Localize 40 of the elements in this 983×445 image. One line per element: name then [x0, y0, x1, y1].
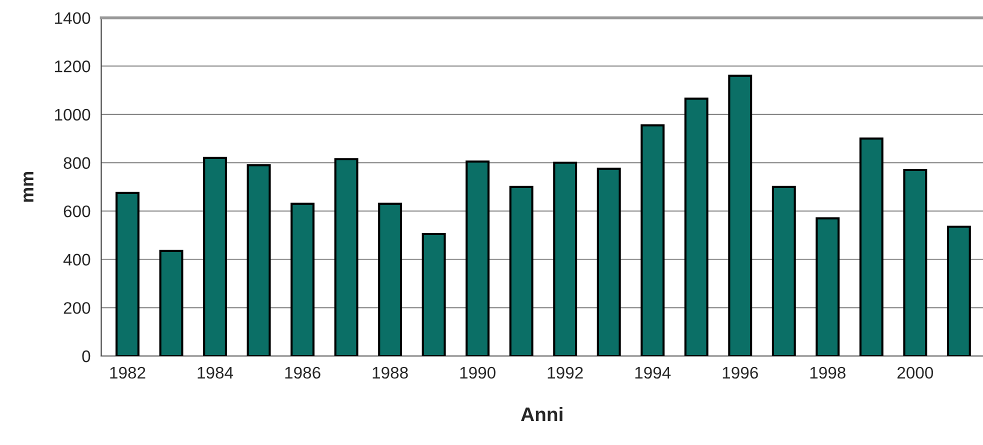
bar — [116, 192, 140, 356]
x-tick-label: 1996 — [722, 366, 758, 379]
x-tick-label: 1994 — [635, 366, 671, 379]
bar — [159, 250, 184, 356]
x-tick-label: 1984 — [198, 366, 234, 379]
bar — [640, 124, 665, 356]
bar — [246, 164, 271, 356]
y-tick-label: 800 — [64, 157, 90, 169]
y-tick-label: 400 — [63, 254, 90, 266]
y-tick-label: 200 — [64, 302, 90, 314]
bar — [378, 202, 402, 356]
y-tick-label: 1400 — [55, 12, 90, 24]
bar — [728, 74, 752, 356]
bar — [466, 160, 490, 356]
x-tick-label: 1990 — [460, 366, 496, 379]
x-tick-label: 1988 — [372, 366, 408, 379]
y-tick-label: 1000 — [55, 108, 90, 121]
bar — [946, 226, 971, 356]
x-axis-title: Anni — [521, 406, 562, 422]
bar — [334, 158, 358, 356]
x-tick-label: 1986 — [285, 366, 320, 379]
y-tick-label: 0 — [82, 350, 90, 362]
bar — [509, 186, 534, 356]
y-tick-label: 600 — [64, 205, 90, 218]
bar — [772, 186, 796, 356]
bar — [290, 202, 315, 356]
bar — [596, 168, 621, 356]
bar — [859, 138, 884, 356]
bar — [422, 232, 446, 356]
x-tick-label: 1992 — [548, 366, 583, 379]
y-axis-title: mm — [24, 172, 34, 202]
bar — [684, 98, 708, 356]
y-tick-label: 1200 — [55, 60, 90, 72]
bar — [816, 217, 840, 356]
x-tick-label: 1982 — [110, 366, 146, 379]
bar — [553, 162, 578, 356]
x-tick-label: 1998 — [810, 366, 846, 379]
bar — [203, 156, 228, 356]
x-tick-label: 2000 — [897, 366, 934, 379]
bar — [903, 168, 928, 356]
